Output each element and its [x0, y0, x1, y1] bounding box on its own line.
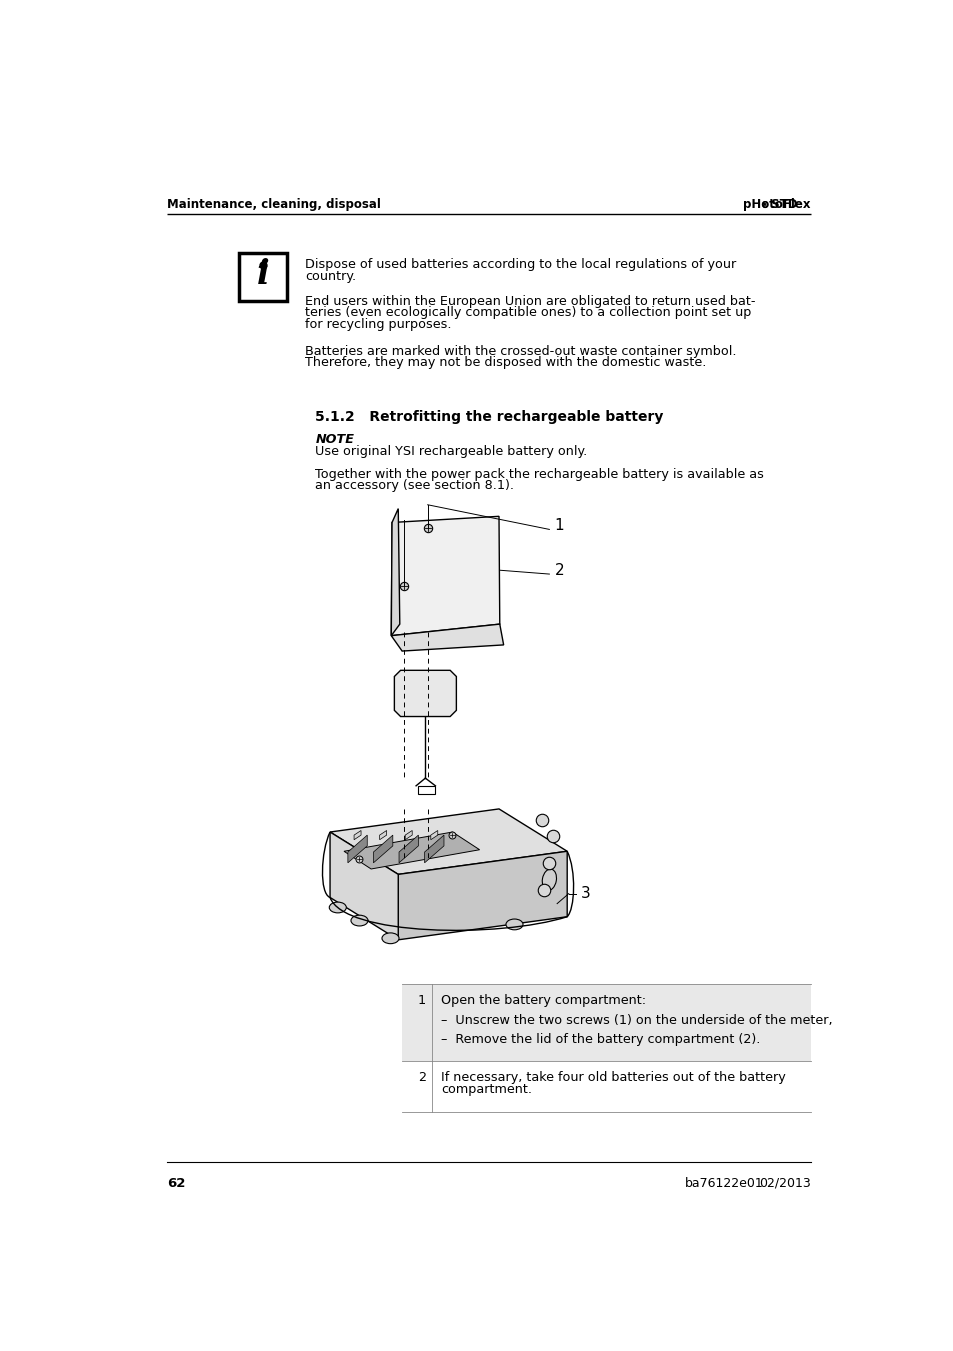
- Ellipse shape: [329, 902, 346, 913]
- Text: Open the battery compartment:: Open the battery compartment:: [440, 994, 645, 1006]
- Polygon shape: [394, 670, 456, 716]
- Bar: [402, 1062, 810, 1112]
- Text: country.: country.: [305, 270, 356, 282]
- Text: compartment.: compartment.: [440, 1084, 532, 1096]
- Text: Together with the power pack the rechargeable battery is available as: Together with the power pack the recharg…: [315, 467, 763, 481]
- Polygon shape: [397, 851, 567, 940]
- Polygon shape: [354, 831, 360, 840]
- Bar: [239, 253, 287, 301]
- Polygon shape: [379, 831, 386, 840]
- Bar: [417, 786, 435, 793]
- Text: STD: STD: [766, 197, 797, 211]
- Polygon shape: [424, 835, 443, 863]
- Text: –  Remove the lid of the battery compartment (2).: – Remove the lid of the battery compartm…: [440, 1034, 760, 1046]
- Text: NOTE: NOTE: [315, 434, 354, 446]
- Text: i: i: [256, 258, 270, 292]
- Polygon shape: [405, 831, 412, 840]
- Text: Therefore, they may not be disposed with the domestic waste.: Therefore, they may not be disposed with…: [305, 357, 706, 369]
- Text: ®: ®: [760, 201, 768, 211]
- Polygon shape: [391, 624, 503, 651]
- Text: If necessary, take four old batteries out of the battery: If necessary, take four old batteries ou…: [440, 1071, 785, 1084]
- Text: 1: 1: [417, 994, 426, 1006]
- Ellipse shape: [381, 934, 398, 943]
- Text: Dispose of used batteries according to the local regulations of your: Dispose of used batteries according to t…: [305, 258, 736, 272]
- Text: pHotoFlex: pHotoFlex: [742, 197, 810, 211]
- Polygon shape: [344, 832, 479, 869]
- Text: Maintenance, cleaning, disposal: Maintenance, cleaning, disposal: [167, 197, 381, 211]
- Text: for recycling purposes.: for recycling purposes.: [305, 317, 452, 331]
- Polygon shape: [398, 835, 418, 863]
- Text: 1: 1: [555, 517, 564, 534]
- Polygon shape: [330, 832, 397, 940]
- Text: 02/2013: 02/2013: [758, 1177, 810, 1190]
- Text: 3: 3: [579, 886, 590, 901]
- Ellipse shape: [505, 919, 522, 929]
- Polygon shape: [330, 809, 567, 874]
- Text: 5.1.2   Retrofitting the rechargeable battery: 5.1.2 Retrofitting the rechargeable batt…: [315, 411, 663, 424]
- Text: 2: 2: [417, 1071, 426, 1084]
- Polygon shape: [348, 835, 367, 863]
- Text: 62: 62: [167, 1177, 186, 1190]
- Text: Batteries are marked with the crossed-out waste container symbol.: Batteries are marked with the crossed-ou…: [305, 345, 736, 358]
- Text: ba76122e01: ba76122e01: [684, 1177, 763, 1190]
- Text: –  Unscrew the two screws (1) on the underside of the meter,: – Unscrew the two screws (1) on the unde…: [440, 1013, 832, 1027]
- Text: 2: 2: [555, 563, 564, 578]
- Polygon shape: [373, 835, 393, 863]
- Text: End users within the European Union are obligated to return used bat-: End users within the European Union are …: [305, 295, 755, 308]
- Polygon shape: [391, 508, 399, 636]
- Text: teries (even ecologically compatible ones) to a collection point set up: teries (even ecologically compatible one…: [305, 307, 751, 319]
- Text: Use original YSI rechargeable battery only.: Use original YSI rechargeable battery on…: [315, 444, 587, 458]
- Bar: [402, 985, 810, 1062]
- Polygon shape: [431, 831, 437, 840]
- Ellipse shape: [541, 869, 556, 890]
- Ellipse shape: [351, 915, 368, 925]
- Polygon shape: [391, 516, 499, 636]
- Text: an accessory (see section 8.1).: an accessory (see section 8.1).: [315, 480, 514, 492]
